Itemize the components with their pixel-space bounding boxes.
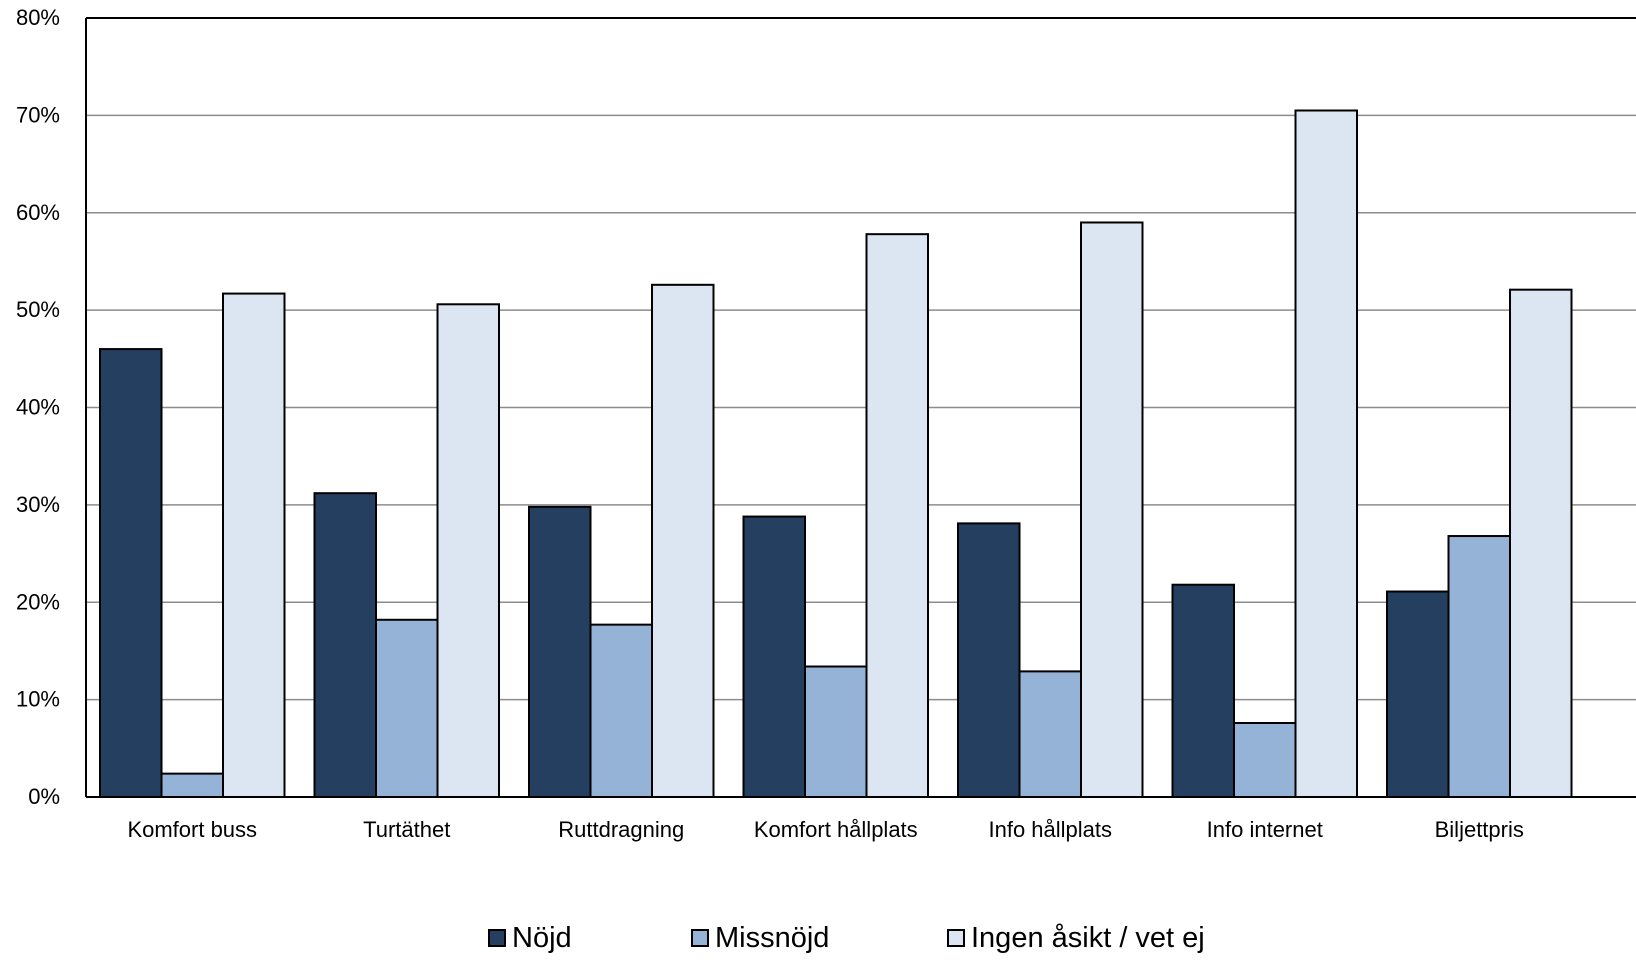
y-tick-label: 20% [16,589,60,614]
bar-missn-jd [375,618,439,799]
bar-missn-jd [1447,535,1511,798]
legend-item-ingen-asikt: Ingen åsikt / vet ej [947,918,1205,958]
bar-ingen-sikt-vet-ej [436,303,500,798]
bar-ingen-sikt-vet-ej [222,292,286,798]
bar-ingen-sikt-vet-ej [1294,109,1358,799]
x-axis-categories: Komfort buss Turtäthet Ruttdragning Komfort… [127,817,1523,842]
x-category-label: Komfort hållplats [754,817,918,842]
x-category-label: Info internet [1207,817,1323,842]
x-category-label: Info hållplats [988,817,1112,842]
bar-ingen-sikt-vet-ej [865,233,929,799]
y-tick-label: 50% [16,297,60,322]
bar-n-jd [528,505,592,798]
bar-missn-jd [1018,670,1082,798]
bar-missn-jd [804,665,868,799]
bar-missn-jd [160,772,224,799]
bar-ingen-sikt-vet-ej [1509,288,1573,798]
y-tick-label: 70% [16,102,60,127]
bar-n-jd [1171,583,1235,798]
x-category-label: Turtäthet [363,817,450,842]
x-category-label: Biljettpris [1435,817,1524,842]
bar-missn-jd [589,623,653,798]
legend-label-nojd: Nöjd [512,921,572,954]
bar-n-jd [957,522,1021,798]
bar-missn-jd [1233,721,1297,798]
bar-ingen-sikt-vet-ej [1080,221,1144,799]
y-tick-label: 0% [28,784,60,809]
bars [99,109,1573,799]
legend-swatch-nojd [488,929,506,947]
legend-swatch-ingen-asikt [947,929,965,947]
legend-item-nojd: Nöjd [488,918,572,958]
y-tick-label: 30% [16,492,60,517]
y-axis-ticks: 0% 10% 20% 30% 40% 50% 60% 70% 80% [16,5,60,809]
legend-label-ingen-asikt: Ingen åsikt / vet ej [971,921,1205,954]
legend-item-missnojd: Missnöjd [691,918,829,958]
y-tick-label: 10% [16,687,60,712]
bar-n-jd [99,348,163,798]
x-category-label: Komfort buss [127,817,257,842]
bar-n-jd [1386,590,1450,798]
x-category-label: Ruttdragning [558,817,684,842]
legend-swatch-missnojd [691,929,709,947]
bar-ingen-sikt-vet-ej [651,283,715,798]
bar-n-jd [742,515,806,798]
bar-chart: 0% 10% 20% 30% 40% 50% 60% 70% 80% Komfort buss T… [16,5,1636,842]
y-tick-label: 40% [16,395,60,420]
legend: Nöjd Missnöjd Ingen åsikt / vet ej [0,918,1636,958]
y-tick-label: 80% [16,5,60,30]
legend-label-missnojd: Missnöjd [715,921,830,954]
y-tick-label: 60% [16,200,60,225]
bar-n-jd [313,492,377,798]
